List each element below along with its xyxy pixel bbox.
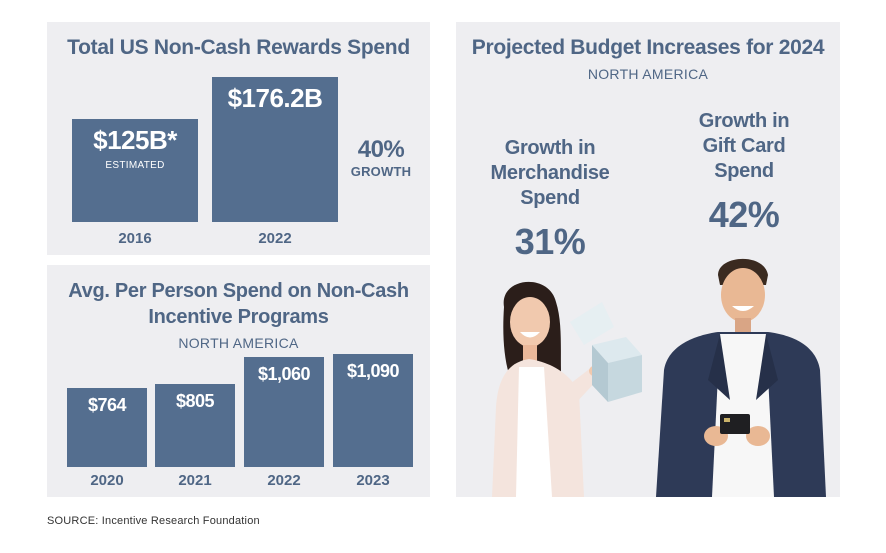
bar-2022: $1,060 (244, 357, 324, 467)
stat-gift-card-label-2: Gift Card (702, 135, 786, 157)
woman-with-gift-box-icon (492, 281, 642, 497)
bar-value-label: $805 (175, 391, 215, 411)
bar-value-label: $1,060 (257, 364, 311, 384)
bar-2021: $805 (155, 384, 235, 467)
panel-total-spend: Total US Non-Cash Rewards Spend 40% GROW… (47, 22, 430, 255)
stat-gift-card: Growth in Gift Card Spend 42% (664, 109, 824, 236)
stat-merchandise-value: 31% (514, 221, 586, 262)
source-note: SOURCE: Incentive Research Foundation (47, 515, 260, 527)
projected-title: Projected Budget Increases for 2024 (471, 36, 825, 59)
x-tick-label: 2016 (118, 230, 152, 247)
bar-value-label: $176.2B (227, 83, 323, 113)
x-tick-label: 2022 (258, 230, 292, 247)
x-tick-label: 2021 (178, 472, 212, 489)
projected-subtitle: NORTH AMERICA (587, 66, 709, 82)
x-tick-label: 2023 (356, 472, 390, 489)
stat-merchandise-label-1: Growth in (504, 137, 596, 159)
bar-2020: $764 (67, 388, 147, 467)
bar-note-label: ESTIMATED (105, 160, 165, 171)
bar-2016: $125B* ESTIMATED (72, 119, 198, 222)
panel-projected: Projected Budget Increases for 2024 NORT… (456, 22, 840, 497)
stat-gift-card-label-1: Growth in (698, 110, 790, 132)
stat-gift-card-label-3: Spend (714, 160, 774, 182)
growth-value: 40% (357, 136, 405, 163)
growth-annotation: 40% GROWTH (347, 136, 415, 179)
bar-value-label: $764 (87, 395, 127, 415)
man-with-gift-card-icon (656, 258, 826, 497)
chart-title-avg-spend-line-2: Incentive Programs (148, 306, 329, 328)
growth-label: GROWTH (350, 164, 412, 179)
stat-gift-card-value: 42% (708, 194, 780, 235)
stat-merchandise-label-2: Merchandise (490, 162, 610, 184)
chart-title-total-spend: Total US Non-Cash Rewards Spend (67, 36, 410, 59)
bar-value-label: $125B* (93, 125, 177, 155)
x-tick-label: 2022 (267, 472, 301, 489)
x-tick-label: 2020 (90, 472, 124, 489)
panel-avg-spend: Avg. Per Person Spend on Non-Cash Incent… (47, 265, 430, 497)
bar-2022: $176.2B (212, 77, 338, 222)
chart-subtitle-avg-spend: NORTH AMERICA (178, 335, 299, 351)
stat-merchandise-label-3: Spend (520, 187, 580, 209)
bar-2023: $1,090 (333, 354, 413, 467)
stat-merchandise: Growth in Merchandise Spend 31% (470, 136, 630, 263)
chart-title-avg-spend-line-1: Avg. Per Person Spend on Non-Cash (68, 280, 409, 302)
bar-value-label: $1,090 (346, 361, 400, 381)
